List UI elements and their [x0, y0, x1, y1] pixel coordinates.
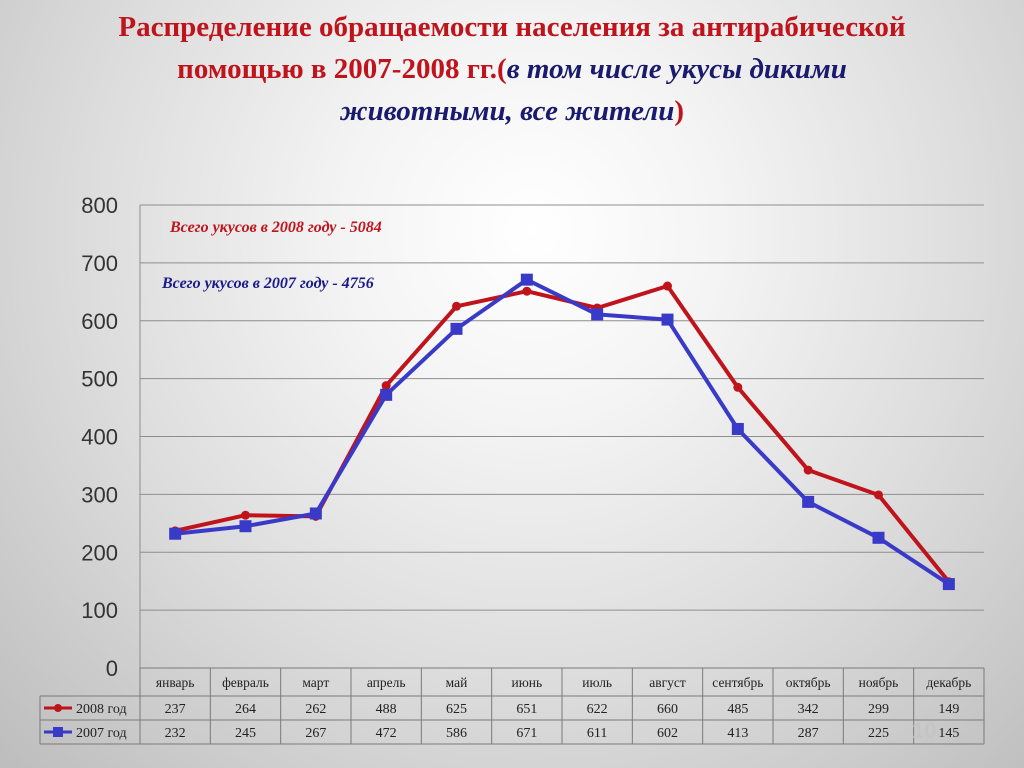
y-tick-label: 0: [106, 656, 118, 681]
y-tick-label: 800: [81, 193, 118, 218]
data-point: [874, 490, 883, 500]
data-label: 602: [657, 726, 678, 741]
x-tick-label: май: [446, 675, 468, 690]
y-tick-label: 100: [81, 598, 118, 623]
x-tick-label: июль: [582, 675, 612, 690]
data-label: 267: [305, 726, 326, 741]
series-lines: [169, 273, 955, 591]
legend-marker: [53, 727, 63, 737]
data-point: [452, 301, 461, 311]
data-label: 622: [587, 702, 608, 717]
data-point: [731, 422, 744, 435]
x-tick-label: октябрь: [786, 675, 831, 690]
title-line-1: Распределение обращаемости населения за …: [118, 11, 906, 43]
x-tick-label: июнь: [511, 675, 542, 690]
data-label: 232: [165, 726, 186, 741]
data-label: 488: [376, 702, 397, 717]
data-label: 625: [446, 702, 467, 717]
data-point: [522, 286, 532, 296]
y-tick-label: 400: [81, 425, 118, 450]
data-label: 651: [516, 702, 537, 717]
x-tick-label: март: [302, 675, 329, 690]
data-label: 342: [798, 702, 819, 717]
y-tick-label: 700: [81, 251, 118, 276]
data-label: 660: [657, 702, 678, 717]
data-label: 413: [727, 726, 748, 741]
title-line-3: животными, все жители): [339, 95, 685, 127]
x-tick-label: ноябрь: [859, 675, 899, 690]
data-point: [241, 510, 250, 520]
y-axis-labels: 0 100 200 300 400 500 600 700 800: [81, 193, 118, 681]
data-label: 225: [868, 726, 889, 741]
legend-label: 2008 год: [76, 702, 127, 717]
data-point: [803, 465, 813, 475]
data-point: [380, 388, 393, 401]
x-tick-label: сентябрь: [712, 675, 763, 690]
data-point: [872, 531, 885, 544]
y-tick-label: 500: [81, 367, 118, 392]
x-tick-label: апрель: [367, 675, 406, 690]
data-point: [239, 520, 252, 533]
data-label: 485: [727, 702, 748, 717]
data-point: [733, 382, 743, 392]
annotation-total-2007: Всего укусов в 2007 году - 4756: [161, 275, 374, 292]
data-label: 671: [516, 726, 537, 741]
grid-lines: [139, 204, 984, 668]
x-tick-label: февраль: [222, 675, 269, 690]
data-point: [381, 381, 391, 391]
data-label: 264: [235, 702, 256, 717]
page-number: 10: [912, 718, 936, 743]
y-tick-label: 300: [81, 482, 118, 507]
data-point: [450, 322, 463, 335]
legend-marker: [54, 704, 62, 712]
data-label: 586: [446, 726, 467, 741]
data-point: [942, 578, 955, 591]
data-label: 472: [376, 726, 397, 741]
data-label: 299: [868, 702, 889, 717]
data-point: [802, 495, 815, 508]
data-label: 262: [305, 702, 326, 717]
data-table: январь февраль март апрель май июнь июль август…: [39, 667, 985, 745]
data-label: 611: [587, 726, 607, 741]
data-point: [663, 281, 672, 291]
data-point: [169, 527, 182, 540]
legend-label: 2007 год: [76, 726, 127, 741]
annotation-total-2008: Всего укусов в 2008 году - 5084: [169, 219, 382, 236]
x-tick-label: декабрь: [926, 675, 971, 690]
data-point: [661, 313, 674, 326]
data-point: [520, 273, 533, 286]
data-label: 287: [798, 726, 819, 741]
data-label: 237: [165, 702, 186, 717]
series-line-1: [174, 277, 950, 586]
x-tick-label: январь: [156, 675, 195, 690]
data-label: 145: [938, 726, 959, 741]
x-tick-label: август: [649, 675, 686, 690]
data-point: [309, 507, 322, 520]
series-line-0: [174, 284, 951, 584]
data-point: [591, 308, 604, 321]
y-tick-label: 600: [81, 309, 118, 334]
data-label: 245: [235, 726, 256, 741]
slide-title: Распределение обращаемости населения за …: [20, 6, 1004, 132]
y-tick-label: 200: [81, 540, 118, 565]
data-label: 149: [938, 702, 959, 717]
title-line-2: помощью в 2007-2008 гг.(в том числе укус…: [177, 53, 847, 85]
